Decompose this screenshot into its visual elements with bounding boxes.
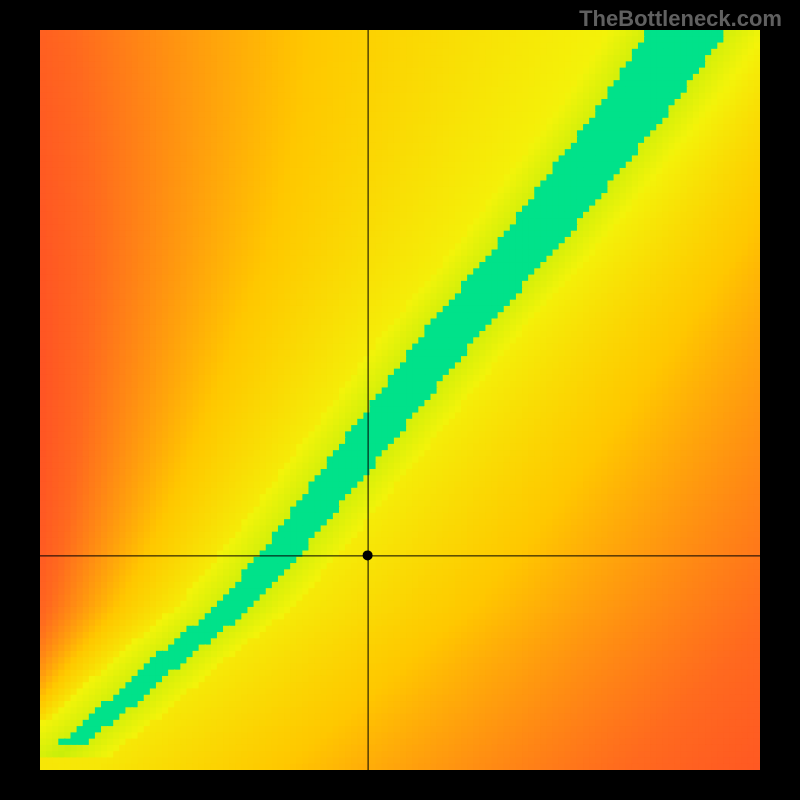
chart-container: { "watermark": { "text": "TheBottleneck.… xyxy=(0,0,800,800)
watermark-text: TheBottleneck.com xyxy=(579,6,782,32)
bottleneck-heatmap xyxy=(40,30,760,770)
